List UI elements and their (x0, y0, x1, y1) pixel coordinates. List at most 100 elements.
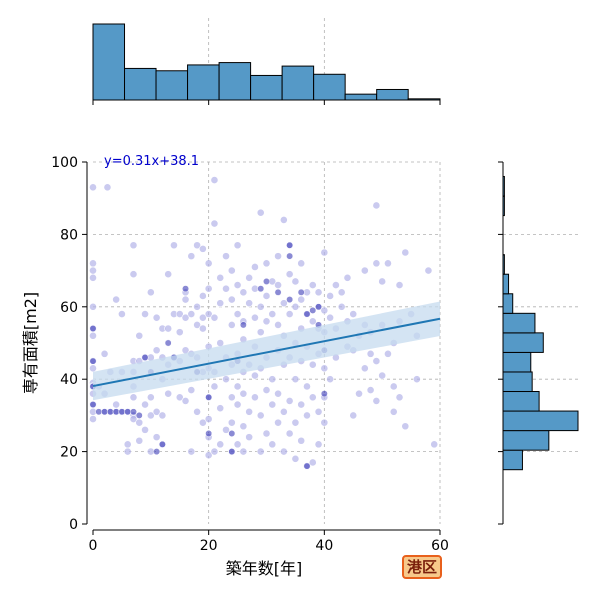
scatter-point (256, 302, 265, 311)
scatter-point-dense (135, 411, 143, 419)
scatter-point (395, 281, 404, 289)
x-hist-bar (313, 73, 346, 101)
x-hist-bar (281, 65, 315, 101)
scatter-point (279, 407, 288, 416)
scatter-point (193, 241, 201, 250)
scatter-point (285, 310, 294, 318)
scatter-point (233, 400, 242, 409)
scatter-point-dense (130, 408, 137, 416)
scatter-point (291, 302, 300, 311)
scatter-point (146, 393, 155, 402)
y-hist-bar (502, 273, 510, 295)
scatter-point (204, 259, 213, 268)
y-hist-bar (502, 391, 540, 412)
scatter-point (227, 266, 236, 275)
scatter-point (412, 375, 421, 384)
regression-equation-label: y=0.31x+38.1 (104, 154, 199, 169)
scatter-point (227, 295, 236, 304)
scatter-point (216, 273, 225, 282)
scatter-point (193, 407, 201, 416)
scatter-point (204, 415, 213, 423)
scatter-point (303, 411, 311, 420)
y-tick-label: 100 (51, 155, 78, 171)
x-tick-label: 60 (431, 538, 449, 554)
scatter-point-dense (286, 241, 294, 249)
scatter-point (216, 339, 225, 347)
scatter-point (89, 415, 97, 423)
scatter-point (222, 252, 230, 261)
scatter-point (268, 400, 277, 409)
scatter-point (308, 317, 317, 326)
scatter-point (216, 299, 225, 308)
scatter-point (320, 418, 329, 427)
scatter-point (239, 389, 248, 398)
x-hist-bar (155, 70, 189, 101)
scatter-point (279, 216, 288, 224)
scatter-point-dense (303, 310, 311, 318)
scatter-point-dense (263, 278, 270, 285)
scatter-point-dense (89, 325, 97, 332)
scatter-point (187, 310, 196, 318)
scatter-point (366, 386, 375, 394)
scatter-point (401, 248, 410, 257)
marginal-x-histogram (92, 18, 441, 105)
x-tick-label: 40 (315, 538, 333, 554)
scatter-point-dense (286, 252, 294, 260)
scatter-point (112, 295, 121, 304)
scatter-point-dense (257, 285, 265, 293)
scatter-point (198, 418, 207, 427)
scatter-point (372, 259, 381, 268)
scatter-point (135, 418, 144, 427)
scatter-point (308, 393, 317, 402)
scatter-point-dense (286, 296, 294, 304)
scatter-point (239, 447, 248, 456)
scatter-point (285, 397, 294, 405)
scatter-point (112, 400, 121, 409)
scatter-point (389, 382, 398, 391)
scatter-point (274, 252, 282, 261)
scatter-point (337, 302, 346, 311)
scatter-point-dense (309, 306, 317, 314)
scatter-point (372, 201, 381, 210)
scatter-point (89, 183, 97, 192)
x-tick-label: 20 (200, 538, 218, 554)
scatter-point (291, 418, 300, 427)
y-tick-label: 0 (69, 517, 78, 533)
scatter-point (268, 310, 277, 318)
scatter-point-dense (89, 357, 97, 365)
scatter-point (378, 277, 387, 286)
scatter-point-dense (153, 448, 161, 456)
x-hist-bar (187, 64, 220, 101)
scatter-point (262, 292, 271, 300)
scatter-point (297, 259, 306, 268)
scatter-point (141, 400, 149, 409)
scatter-point (268, 375, 277, 384)
scatter-point (326, 313, 335, 322)
scatter-point (279, 299, 288, 308)
scatter-point (204, 451, 213, 460)
scatter-point (227, 393, 236, 402)
scatter-point (308, 281, 317, 289)
scatter-point-dense (228, 430, 236, 437)
scatter-point (303, 382, 311, 391)
scatter-point (331, 281, 340, 289)
scatter-point (320, 364, 329, 373)
scatter-point (285, 429, 294, 438)
main-scatter-plot: 0 20 40 60 0 20 40 60 80 100 (51, 155, 449, 554)
scatter-point (320, 306, 329, 315)
x-hist-bar (344, 93, 378, 101)
scatter-point (175, 393, 184, 402)
scatter-point-dense (124, 408, 132, 416)
scatter-point (239, 422, 248, 431)
scatter-point (187, 252, 196, 261)
scatter-point (193, 320, 201, 329)
y-hist-bar (502, 312, 536, 334)
scatter-point (187, 386, 196, 394)
scatter-point (314, 440, 323, 449)
scatter-point (337, 288, 346, 297)
scatter-point (210, 382, 219, 391)
scatter-point (141, 425, 149, 434)
x-hist-bar (250, 74, 283, 101)
scatter-point-dense (228, 448, 236, 456)
